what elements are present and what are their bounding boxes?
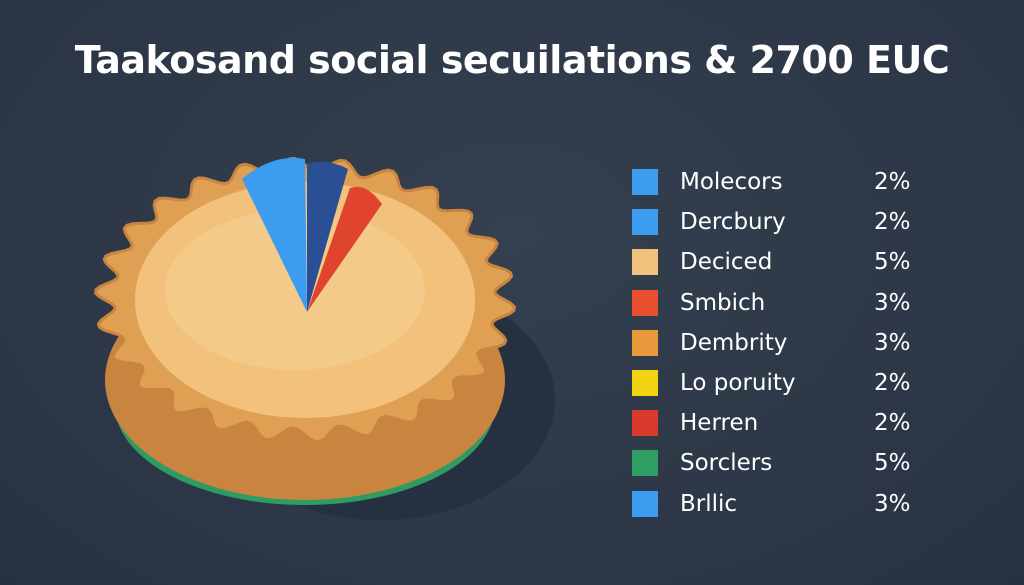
legend-item: Molecors 2%	[632, 166, 932, 198]
legend-item: Herren 2%	[632, 407, 932, 439]
legend-swatch	[632, 209, 658, 236]
legend-value: 2%	[874, 370, 911, 396]
legend-value: 2%	[874, 410, 911, 437]
legend-label: Herren	[680, 410, 759, 437]
legend-item: Smbich 3%	[632, 287, 932, 319]
legend-value: 2%	[874, 169, 911, 195]
legend-label: Lo poruity	[680, 370, 796, 396]
legend-swatch	[632, 410, 658, 437]
legend-item: Dembrity 3%	[632, 327, 932, 359]
legend-value: 3%	[874, 490, 911, 517]
legend-label: Molecors	[680, 169, 783, 195]
chart-title: Taakosand social secuilations & 2700 EUC	[74, 38, 950, 82]
legend-label: Smbich	[680, 289, 766, 316]
legend-item: Dercbury 2%	[632, 206, 932, 238]
pie-chart	[80, 140, 560, 560]
legend-item: Brllic 3%	[632, 488, 932, 520]
legend-swatch	[632, 490, 658, 517]
legend-value: 3%	[874, 289, 911, 316]
legend-item: Deciced 5%	[632, 246, 932, 278]
legend-swatch	[632, 249, 658, 276]
legend-item: Lo poruity 2%	[632, 367, 932, 399]
wedge-navy	[307, 161, 348, 312]
legend-label: Sorclers	[680, 450, 773, 477]
legend-swatch	[632, 329, 658, 356]
legend-label: Dercbury	[680, 209, 786, 236]
pie-svg	[94, 156, 555, 520]
legend-item: Sorclers 5%	[632, 447, 932, 479]
legend-value: 2%	[874, 209, 911, 236]
legend-swatch	[632, 289, 658, 316]
wedge-blue	[242, 157, 307, 312]
pie-filling-highlight	[165, 210, 425, 370]
wedge-red	[307, 186, 382, 312]
legend-label: Dembrity	[680, 329, 788, 356]
legend-value: 5%	[874, 450, 911, 477]
legend-swatch	[632, 370, 658, 396]
legend-label: Deciced	[680, 249, 773, 276]
legend-swatch	[632, 169, 658, 195]
legend-label: Brllic	[680, 490, 738, 517]
pie-wedges	[242, 157, 382, 312]
legend-swatch	[632, 450, 658, 477]
legend-value: 3%	[874, 329, 911, 356]
legend-value: 5%	[874, 249, 911, 276]
